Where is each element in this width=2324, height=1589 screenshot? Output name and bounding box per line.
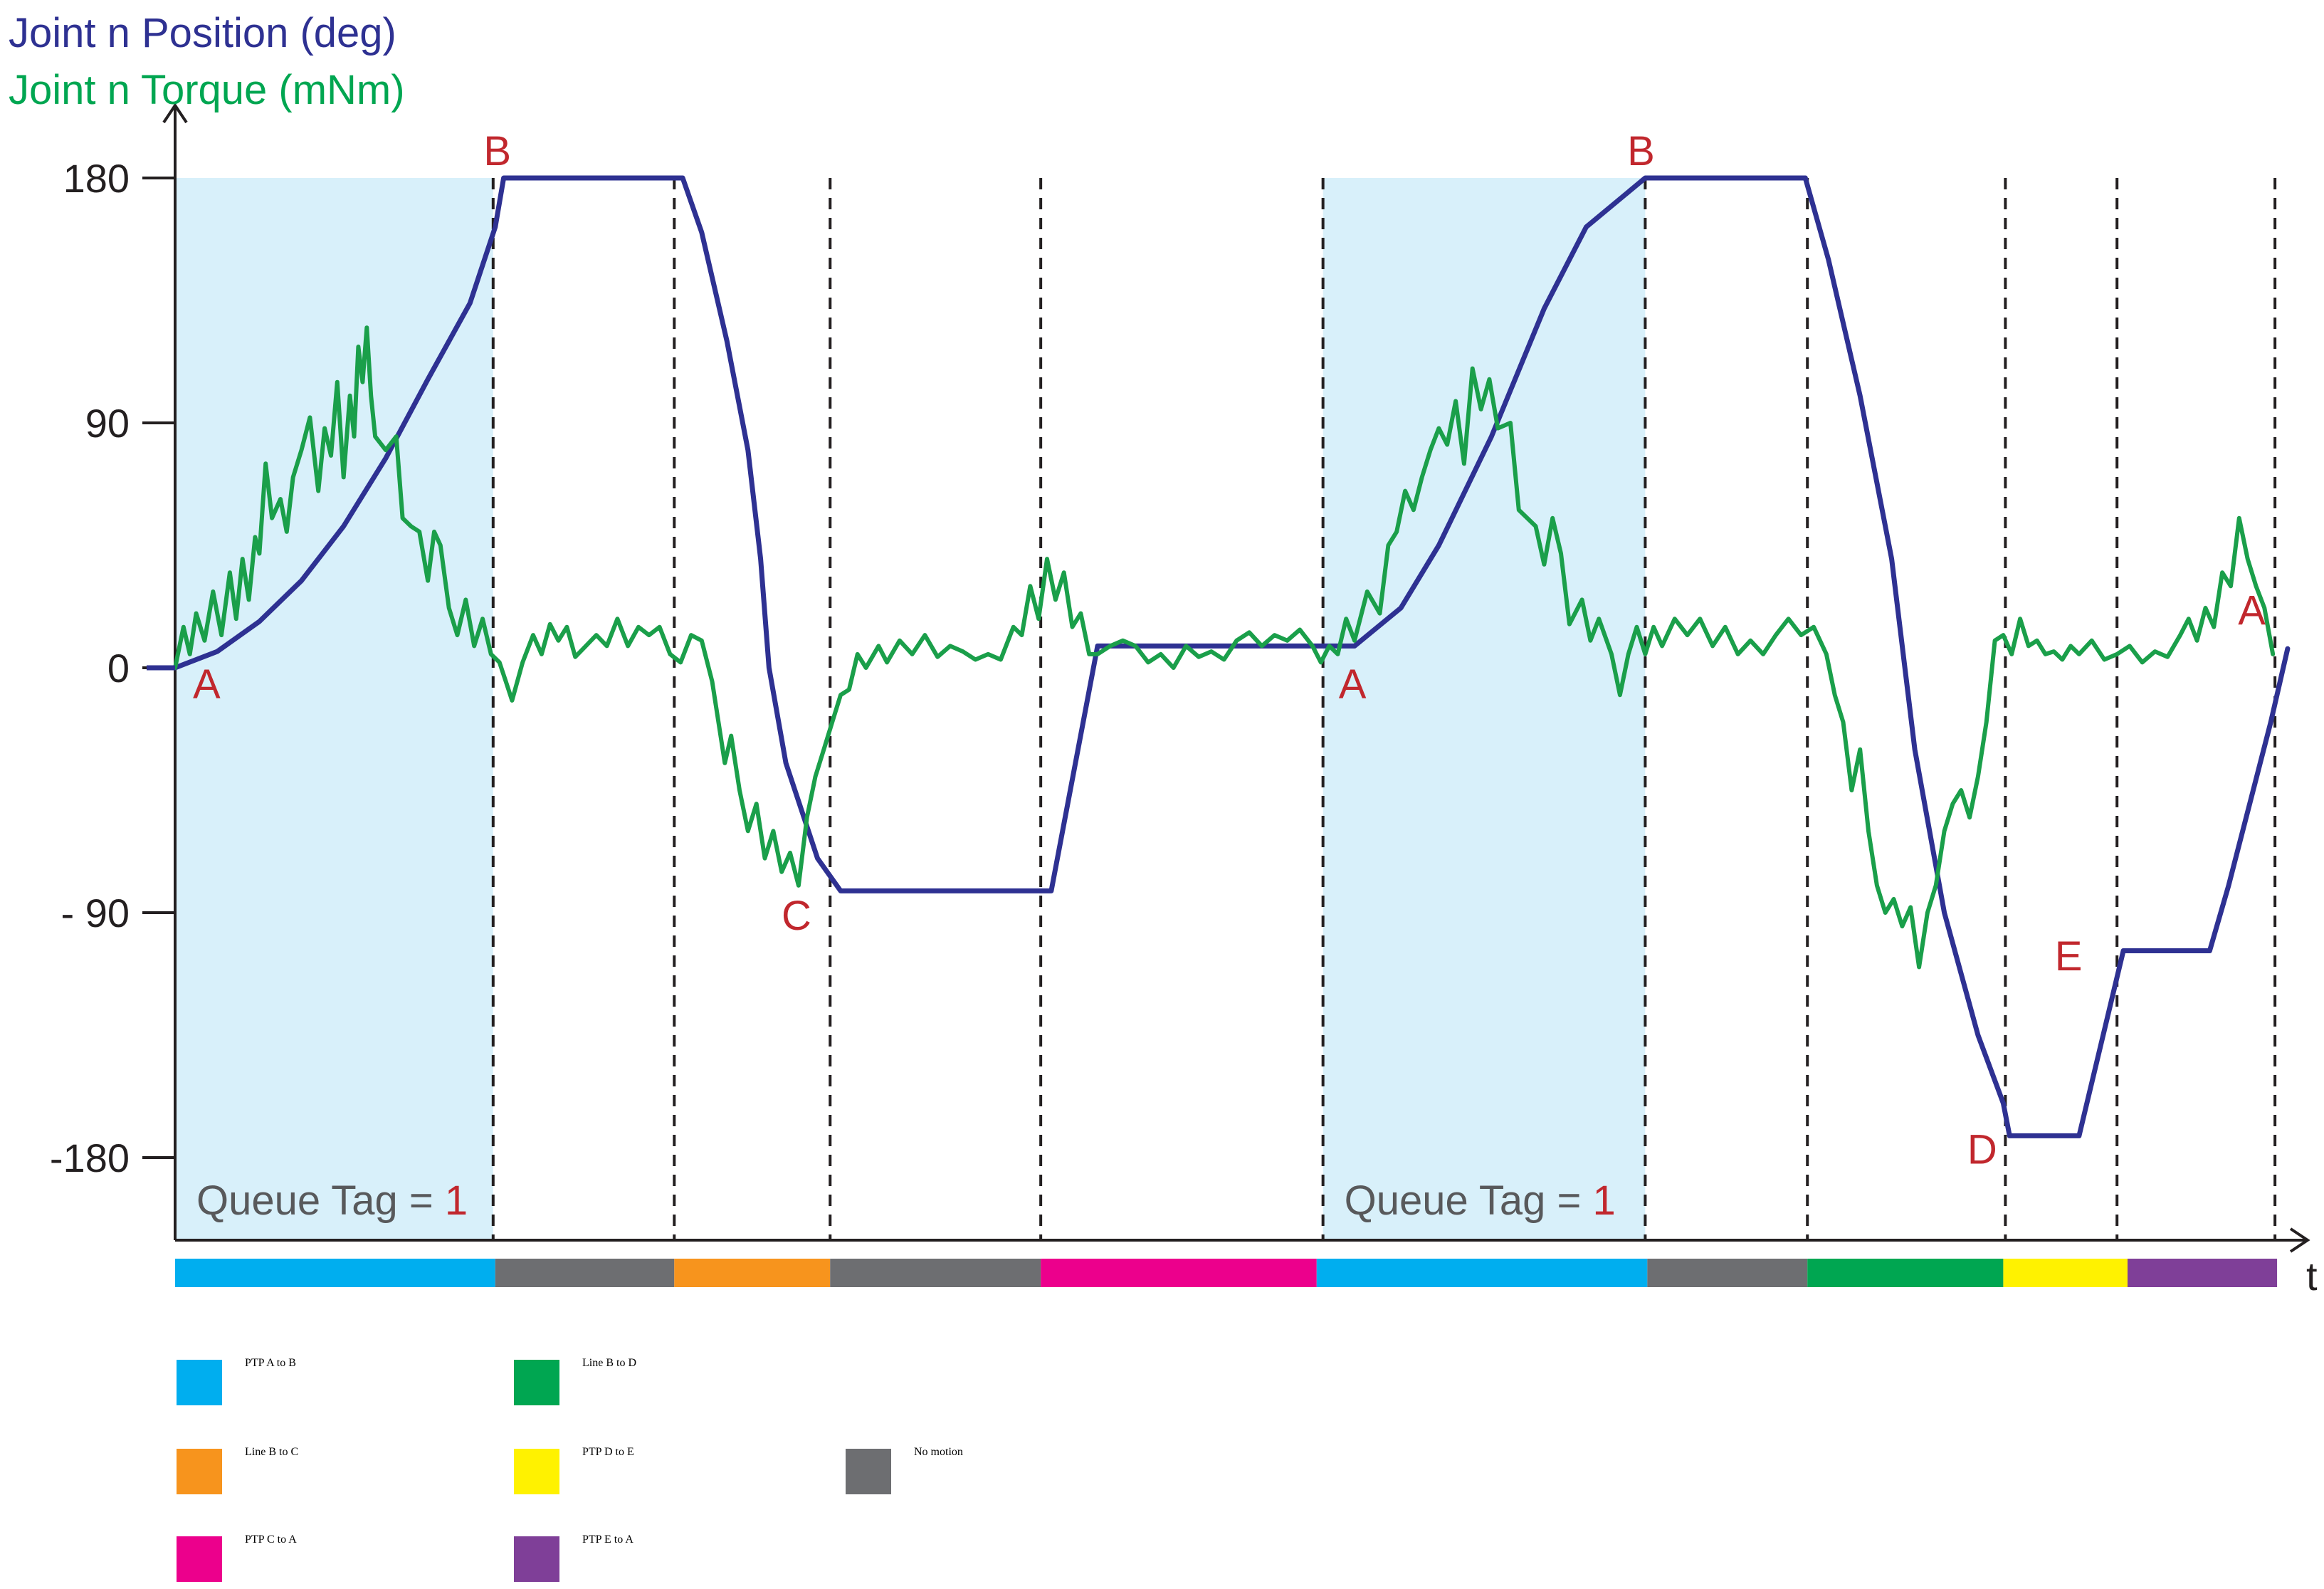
legend-swatch — [177, 1449, 222, 1494]
queue-tag-highlights — [175, 178, 1646, 1240]
queue-tag-value: 1 — [445, 1178, 468, 1224]
timeline-segment — [1807, 1259, 2004, 1287]
queue-tag-region — [1323, 178, 1646, 1240]
timeline-segment — [175, 1259, 495, 1287]
timeline-segment — [1316, 1259, 1648, 1287]
torque-line — [173, 325, 2276, 970]
x-axis-label: t — [2306, 1254, 2318, 1299]
queue-tag-region — [175, 178, 493, 1240]
y-axis-arrow — [162, 103, 188, 124]
legend-swatch — [177, 1360, 222, 1405]
timeline-segment — [2003, 1259, 2128, 1287]
point-label: C — [782, 893, 811, 939]
point-label: A — [1339, 661, 1367, 708]
timeline-bar — [175, 1259, 2278, 1287]
legend-label: PTP E to A — [582, 1533, 633, 1546]
x-axis-arrow — [2289, 1227, 2310, 1253]
legend-swatch — [846, 1449, 891, 1494]
legend-label: PTP A to B — [245, 1357, 296, 1369]
legend-label: No motion — [914, 1446, 963, 1458]
position-line — [172, 175, 2291, 1138]
series — [147, 175, 2291, 1138]
axis-title: Joint n Torque (mNm) — [9, 67, 405, 113]
legend-label: Line B to C — [245, 1446, 299, 1458]
timeline-segment — [1041, 1259, 1317, 1287]
event-lines — [491, 178, 2277, 1240]
legend-swatch — [514, 1449, 559, 1494]
legend-swatch — [177, 1536, 222, 1582]
legend-swatch — [514, 1536, 559, 1582]
timeline-segment — [495, 1259, 675, 1287]
y-tick-label: 180 — [63, 156, 130, 201]
queue-tag-label: Queue Tag = 1 — [196, 1178, 468, 1224]
queue-tag-value: 1 — [1592, 1178, 1615, 1224]
y-tick-label: - 90 — [61, 891, 130, 935]
point-label: E — [2055, 933, 2083, 980]
axis-title: Joint n Position (deg) — [9, 10, 396, 56]
legend-label: Line B to D — [582, 1357, 636, 1369]
legend-label: PTP D to E — [582, 1446, 634, 1458]
point-label: B — [1627, 128, 1655, 174]
timeline-segment — [674, 1259, 831, 1287]
timeline-segment — [1647, 1259, 1808, 1287]
point-label: B — [483, 128, 511, 174]
y-tick-label: 90 — [85, 401, 130, 446]
point-label: A — [2238, 588, 2266, 634]
queue-tag-text: Queue Tag = — [1345, 1178, 1593, 1224]
timeline-segment — [2127, 1259, 2278, 1287]
queue-tag-text: Queue Tag = — [196, 1178, 445, 1224]
legend-label: PTP C to A — [245, 1533, 297, 1546]
legend-swatch — [514, 1360, 559, 1405]
y-tick-label: -180 — [50, 1136, 130, 1180]
y-tick-label: 0 — [107, 646, 130, 691]
queue-tag-label: Queue Tag = 1 — [1345, 1178, 1616, 1224]
axes: t 180 90 0 - 90 -180 — [50, 103, 2318, 1299]
point-label: D — [1967, 1127, 1997, 1173]
point-label: A — [193, 661, 221, 708]
timeline-segment — [830, 1259, 1041, 1287]
